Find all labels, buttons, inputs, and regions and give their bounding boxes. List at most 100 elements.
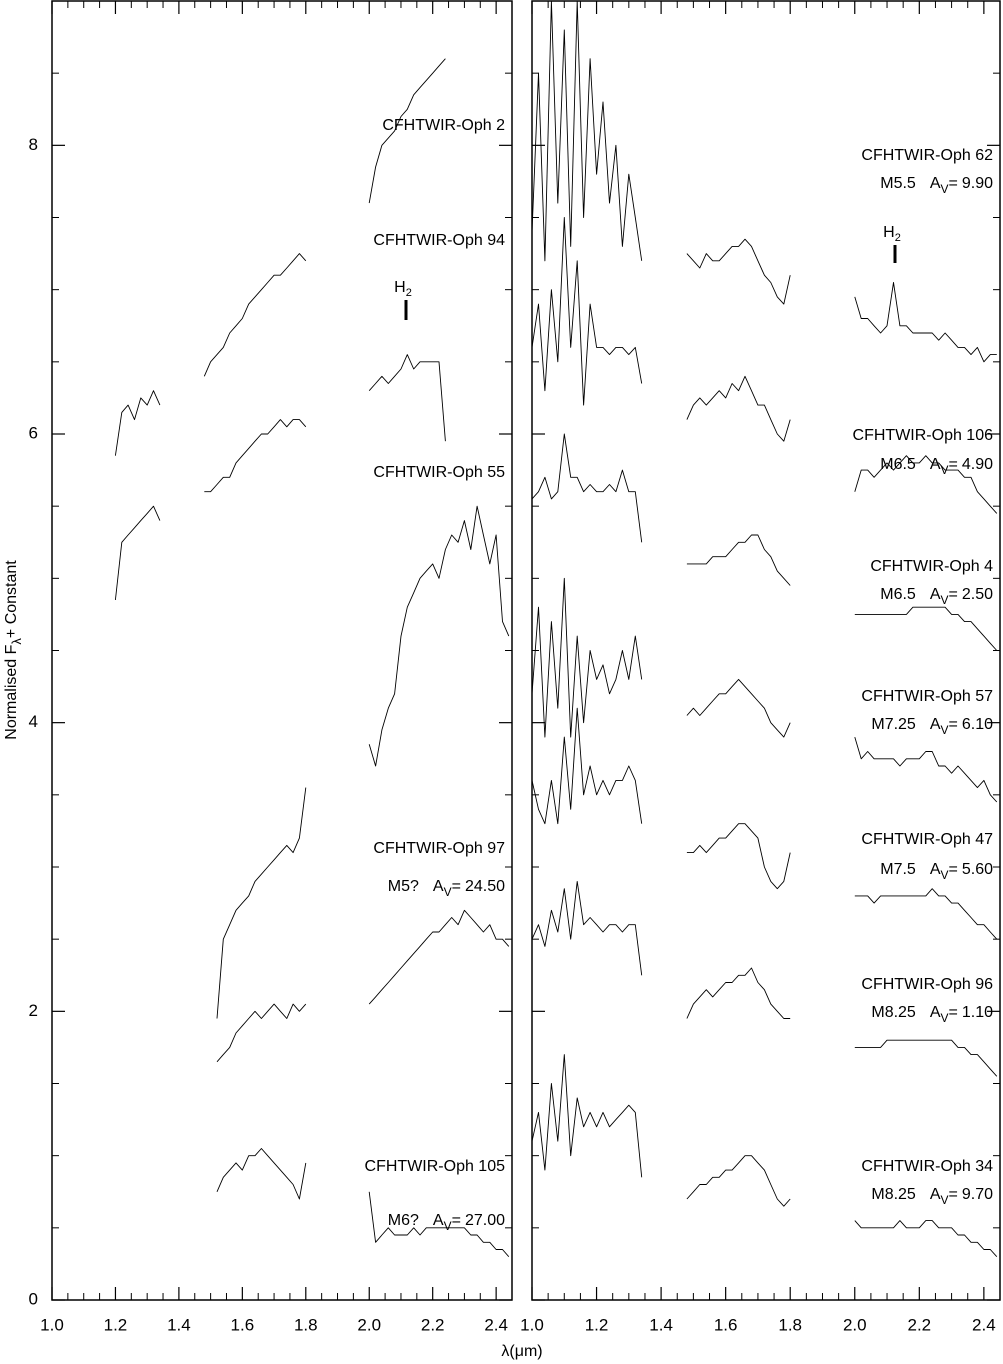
- spectrum: [531, 433, 998, 651]
- spectrum: [531, 217, 998, 514]
- spectral-type-label: M7.5 AV= 5.60: [880, 861, 993, 882]
- x-tick-label: 2.4: [972, 1315, 996, 1334]
- x-tick-label: 1.6: [714, 1315, 738, 1334]
- av-value: 24.50: [465, 878, 505, 895]
- spectral-type-label: M5? AV= 24.50: [388, 878, 505, 899]
- h2-label: H2: [394, 279, 412, 299]
- spectral-type: M7.5: [880, 861, 916, 878]
- av-value: 6.10: [962, 716, 993, 733]
- spectrum-label: CFHTWIR-Oph 4: [870, 558, 993, 575]
- spectrum-label: CFHTWIR-Oph 57: [861, 688, 993, 705]
- y-axis-title-main: Normalised F: [3, 644, 20, 739]
- spectrum: [531, 577, 998, 803]
- y-axis-title-suffix: + Constant: [3, 560, 20, 638]
- av-equals: =: [452, 1212, 461, 1229]
- spectrum-label: CFHTWIR-Oph 105: [365, 1158, 506, 1175]
- x-tick-label: 1.0: [520, 1315, 544, 1334]
- x-tick-label: 2.2: [421, 1315, 445, 1334]
- spectral-type: M7.25: [871, 716, 916, 733]
- av-value: 1.10: [962, 1004, 993, 1021]
- spectrum-label: CFHTWIR-Oph 2: [382, 117, 505, 134]
- h2-subscript: 2: [895, 232, 901, 244]
- av-value: 9.70: [962, 1186, 993, 1203]
- spectral-type-label: M6? AV= 27.00: [388, 1212, 505, 1233]
- spectral-type-label: M8.25 AV= 9.70: [871, 1186, 993, 1207]
- av-value: 2.50: [962, 586, 993, 603]
- spectral-type-label: M8.25 AV= 1.10: [871, 1004, 993, 1025]
- spectrum-label: CFHTWIR-Oph 97: [373, 840, 505, 857]
- spectral-type: M5.5: [880, 175, 916, 192]
- y-tick-label: 4: [29, 712, 38, 731]
- av-equals: =: [949, 175, 958, 192]
- spectrum: [531, 0, 997, 363]
- x-tick-label: 2.0: [843, 1315, 867, 1334]
- av-symbol: A: [433, 1212, 444, 1229]
- av-equals: =: [949, 716, 958, 733]
- spectral-type-label: M6.5 AV= 2.50: [880, 586, 993, 607]
- spectrum: [216, 909, 510, 1063]
- av-symbol: A: [930, 175, 941, 192]
- av-equals: =: [949, 586, 958, 603]
- av-subscript: V: [941, 593, 949, 607]
- x-tick-label: 1.4: [167, 1315, 191, 1334]
- x-tick-label: 1.8: [294, 1315, 318, 1334]
- av-subscript: V: [941, 463, 949, 477]
- av-subscript: V: [444, 885, 452, 899]
- spectral-type: M8.25: [871, 1186, 916, 1203]
- y-tick-label: 2: [29, 1001, 38, 1020]
- h2-text: H: [394, 279, 406, 296]
- spectrum: [216, 505, 510, 1019]
- av-symbol: A: [930, 716, 941, 733]
- plot-frame: [531, 0, 1001, 1301]
- x-axis-title: λ(μm): [501, 1343, 542, 1360]
- y-tick-label: 0: [29, 1289, 38, 1308]
- spectrum-label: CFHTWIR-Oph 62: [861, 147, 993, 164]
- spectral-type: M6?: [388, 1212, 419, 1229]
- spectrum-label: CFHTWIR-Oph 55: [373, 464, 505, 481]
- spectrum: [114, 58, 446, 456]
- av-equals: =: [452, 878, 461, 895]
- spectrum: [114, 354, 446, 601]
- y-axis-title-subscript: λ: [9, 638, 24, 645]
- av-subscript: V: [444, 1219, 452, 1233]
- y-tick-label: 8: [29, 135, 38, 154]
- av-subscript: V: [941, 723, 949, 737]
- av-subscript: V: [941, 868, 949, 882]
- av-equals: =: [949, 861, 958, 878]
- h2-text: H: [883, 224, 895, 241]
- av-symbol: A: [930, 456, 941, 473]
- y-tick-label: 6: [29, 423, 38, 442]
- spectrum: [531, 880, 998, 1077]
- spectrum-label: CFHTWIR-Oph 96: [861, 976, 993, 993]
- spectral-type-label: M6.5 AV= 4.90: [880, 456, 993, 477]
- av-equals: =: [949, 1186, 958, 1203]
- av-symbol: A: [930, 586, 941, 603]
- av-symbol: A: [930, 1004, 941, 1021]
- spectrum-label: CFHTWIR-Oph 47: [861, 831, 993, 848]
- h2-subscript: 2: [406, 287, 412, 299]
- x-tick-label: 1.8: [778, 1315, 802, 1334]
- av-symbol: A: [930, 861, 941, 878]
- av-subscript: V: [941, 1011, 949, 1025]
- av-value: 27.00: [465, 1212, 505, 1229]
- x-tick-label: 2.0: [357, 1315, 381, 1334]
- x-tick-label: 2.4: [484, 1315, 508, 1334]
- spectral-type-label: M7.25 AV= 6.10: [871, 716, 993, 737]
- y-axis-title: Normalised Fλ+ Constant: [3, 560, 24, 740]
- av-subscript: V: [941, 182, 949, 196]
- av-equals: =: [949, 1004, 958, 1021]
- spectrum: [531, 1054, 998, 1258]
- spectrum-label: CFHTWIR-Oph 106: [853, 427, 994, 444]
- av-equals: =: [949, 456, 958, 473]
- spectrum: [531, 707, 998, 940]
- spectrum-label: CFHTWIR-Oph 34: [861, 1158, 993, 1175]
- h2-label: H2: [883, 224, 901, 244]
- av-value: 5.60: [962, 861, 993, 878]
- av-symbol: A: [433, 878, 444, 895]
- x-tick-label: 1.2: [585, 1315, 609, 1334]
- spectral-type: M5?: [388, 878, 419, 895]
- av-value: 4.90: [962, 456, 993, 473]
- av-value: 9.90: [962, 175, 993, 192]
